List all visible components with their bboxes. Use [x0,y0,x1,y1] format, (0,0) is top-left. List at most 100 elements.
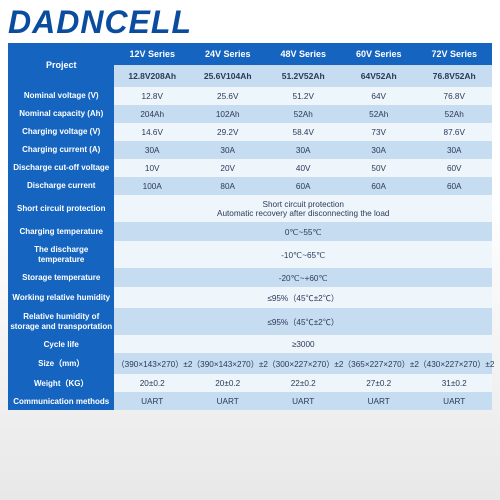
row-cell: 52Ah [341,105,417,123]
spec-table: Project 12V Series 24V Series 48V Series… [8,43,492,410]
row-span-value: -20℃~+60℃ [114,268,492,287]
row-span-value: ≥3000 [114,335,492,353]
table-row: Cycle life≥3000 [8,335,492,353]
series-header: 72V Series [416,43,492,65]
table-row: Charging temperature0℃~55℃ [8,222,492,241]
table-body: Nominal voltage (V)12.8V25.6V51.2V64V76.… [8,87,492,410]
row-cell: 30A [114,141,190,159]
row-cell: （300×227×270）±2 [265,353,341,374]
table-row: Charging voltage (V)14.6V29.2V58.4V73V87… [8,123,492,141]
table-row: Weight（KG）20±0.220±0.222±0.227±0.231±0.2 [8,374,492,392]
row-label: Working relative humidity [8,287,114,308]
table-row: Charging current (A)30A30A30A30A30A [8,141,492,159]
row-cell: （390×143×270）±2 [190,353,266,374]
table-row: Discharge cut-off voltage10V20V40V50V60V [8,159,492,177]
row-cell: 30A [190,141,266,159]
row-cell: 60A [416,177,492,195]
row-cell: 27±0.2 [341,374,417,392]
table-row: Size（mm）（390×143×270）±2（390×143×270）±2（3… [8,353,492,374]
row-cell: 80A [190,177,266,195]
row-cell: 52Ah [265,105,341,123]
row-label: Charging temperature [8,222,114,241]
row-cell: 76.8V [416,87,492,105]
row-label: Cycle life [8,335,114,353]
row-cell: 22±0.2 [265,374,341,392]
table-row: Nominal capacity (Ah)204Ah102Ah52Ah52Ah5… [8,105,492,123]
row-cell: 50V [341,159,417,177]
row-cell: 20±0.2 [190,374,266,392]
row-label: Discharge current [8,177,114,195]
row-span-value: Short circuit protection Automatic recov… [114,195,492,222]
row-cell: 60A [265,177,341,195]
row-cell: UART [114,392,190,410]
series-header: 60V Series [341,43,417,65]
table-row: Working relative humidity≤95%（45℃±2℃） [8,287,492,308]
row-cell: 87.6V [416,123,492,141]
row-cell: 30A [265,141,341,159]
model-cell: 51.2V52Ah [265,65,341,87]
row-span-value: 0℃~55℃ [114,222,492,241]
row-label: Storage temperature [8,268,114,287]
row-cell: UART [416,392,492,410]
table-row: Communication methodsUARTUARTUARTUARTUAR… [8,392,492,410]
row-label: Nominal capacity (Ah) [8,105,114,123]
row-label: Weight（KG） [8,374,114,392]
row-cell: 60V [416,159,492,177]
row-cell: 102Ah [190,105,266,123]
row-cell: UART [190,392,266,410]
row-cell: 30A [341,141,417,159]
row-cell: 29.2V [190,123,266,141]
row-label: Short circuit protection [8,195,114,222]
row-span-value: -10℃~65℃ [114,241,492,268]
row-label: The discharge temperature [8,241,114,268]
row-label: Charging current (A) [8,141,114,159]
series-header: 12V Series [114,43,190,65]
row-label: Size（mm） [8,353,114,374]
series-header: 24V Series [190,43,266,65]
series-header: 48V Series [265,43,341,65]
row-cell: 30A [416,141,492,159]
row-cell: （390×143×270）±2 [114,353,190,374]
table-header-row: Project 12V Series 24V Series 48V Series… [8,43,492,65]
row-label: Relative humidity of storage and transpo… [8,308,114,335]
brand-logo: DADNCELL [0,0,500,43]
row-cell: 204Ah [114,105,190,123]
row-cell: 14.6V [114,123,190,141]
row-cell: 64V [341,87,417,105]
row-cell: 60A [341,177,417,195]
project-header: Project [8,43,114,87]
row-cell: UART [265,392,341,410]
model-cell: 25.6V104Ah [190,65,266,87]
row-label: Discharge cut-off voltage [8,159,114,177]
row-cell: 25.6V [190,87,266,105]
row-cell: 58.4V [265,123,341,141]
row-span-value: ≤95%（45℃±2℃） [114,287,492,308]
row-cell: UART [341,392,417,410]
table-row: The discharge temperature-10℃~65℃ [8,241,492,268]
model-cell: 12.8V208Ah [114,65,190,87]
row-label: Communication methods [8,392,114,410]
row-cell: 73V [341,123,417,141]
row-cell: 51.2V [265,87,341,105]
table-row: Storage temperature-20℃~+60℃ [8,268,492,287]
row-span-value: ≤95%（45℃±2℃） [114,308,492,335]
model-cell: 64V52Ah [341,65,417,87]
row-cell: 10V [114,159,190,177]
table-row: Relative humidity of storage and transpo… [8,308,492,335]
spec-table-container: Project 12V Series 24V Series 48V Series… [0,43,500,418]
row-cell: 20V [190,159,266,177]
row-cell: （365×227×270）±2 [341,353,417,374]
row-cell: （430×227×270）±2 [416,353,492,374]
row-cell: 100A [114,177,190,195]
table-row: Nominal voltage (V)12.8V25.6V51.2V64V76.… [8,87,492,105]
model-cell: 76.8V52Ah [416,65,492,87]
row-label: Charging voltage (V) [8,123,114,141]
row-cell: 31±0.2 [416,374,492,392]
table-row: Discharge current100A80A60A60A60A [8,177,492,195]
row-cell: 52Ah [416,105,492,123]
row-label: Nominal voltage (V) [8,87,114,105]
row-cell: 40V [265,159,341,177]
row-cell: 20±0.2 [114,374,190,392]
table-row: Short circuit protectionShort circuit pr… [8,195,492,222]
row-cell: 12.8V [114,87,190,105]
